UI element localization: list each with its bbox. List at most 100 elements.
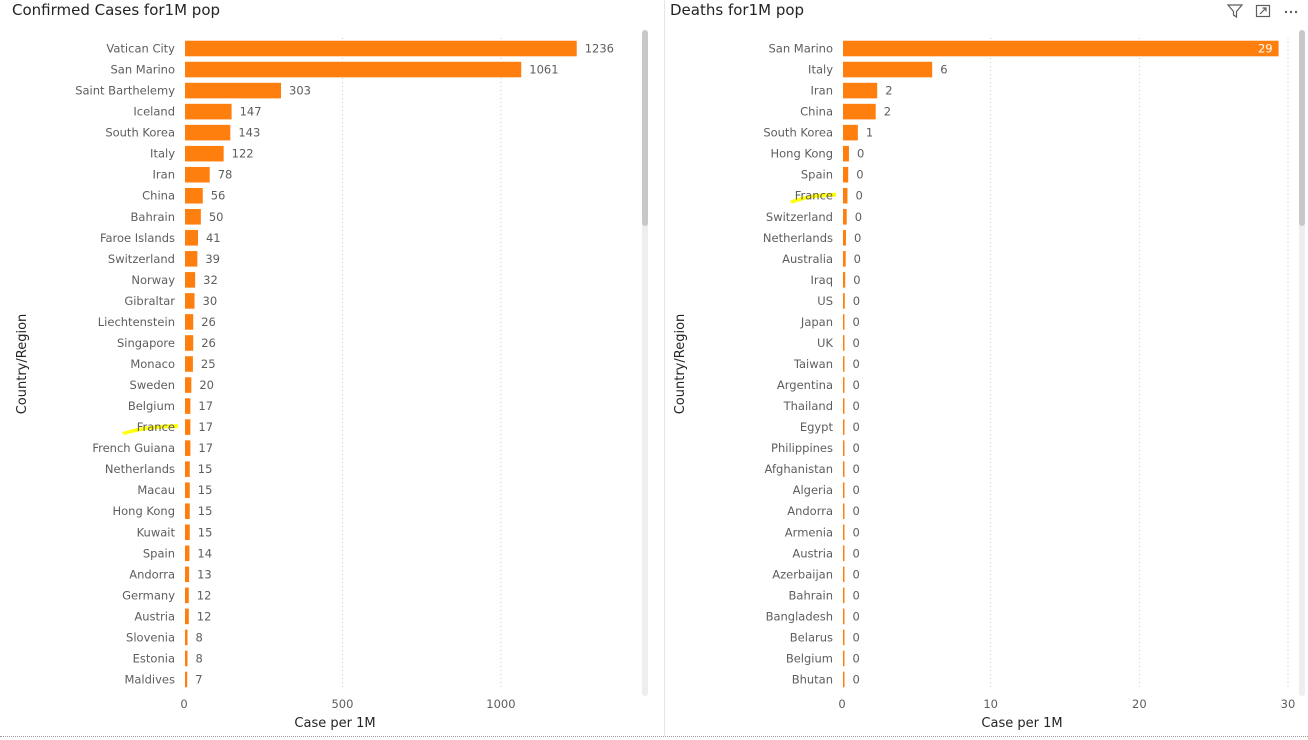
bar[interactable] [843,419,845,435]
data-label: 0 [854,252,861,266]
bar[interactable] [185,208,201,225]
bar[interactable] [843,671,845,688]
bar[interactable] [185,377,192,393]
bar[interactable] [185,566,190,583]
category-label: Switzerland [108,252,175,266]
bar[interactable] [185,124,231,141]
bar[interactable] [185,166,210,183]
bar[interactable] [843,545,845,562]
bar[interactable] [185,145,224,162]
category-label: Taiwan [793,357,833,371]
bar[interactable] [843,566,845,583]
more-options-icon[interactable] [1282,2,1300,20]
category-label: Slovenia [126,630,175,644]
bar[interactable] [843,461,845,477]
bar[interactable] [185,82,282,99]
scrollbar-thumb[interactable] [642,30,648,226]
bar[interactable] [843,482,845,498]
bar[interactable] [843,356,845,372]
bar[interactable] [843,208,847,225]
bar[interactable] [185,440,191,456]
category-label: Algeria [793,483,833,497]
category-label: Gibraltar [124,294,175,308]
bar[interactable] [843,314,845,330]
bar[interactable] [185,461,190,477]
bar[interactable] [185,103,232,120]
bar[interactable] [843,124,858,141]
bar[interactable] [185,272,196,288]
data-label: 2 [885,84,892,98]
bar[interactable] [843,82,878,99]
data-label: 0 [853,672,860,686]
bar[interactable] [843,524,845,541]
scrollbar-thumb[interactable] [1299,30,1305,226]
data-label: 0 [853,609,860,623]
bar[interactable] [185,419,191,435]
category-label: Azerbaijan [772,567,833,581]
category-label: Norway [131,273,175,287]
category-label: Andorra [129,567,175,581]
bar[interactable] [843,587,845,604]
bar[interactable] [843,398,845,414]
category-label: China [800,105,833,119]
x-tick-label: 0 [838,697,845,711]
bar[interactable] [185,398,191,414]
bar[interactable] [843,166,849,183]
category-label: Austria [134,609,175,623]
bar[interactable] [185,187,203,204]
bar[interactable] [843,335,845,351]
bar[interactable] [185,335,194,351]
bar[interactable] [843,61,933,78]
data-label: 0 [853,420,860,434]
bar[interactable] [843,503,845,520]
bar[interactable] [185,293,195,309]
bar[interactable] [185,587,189,604]
y-axis-title: Country/Region [673,314,688,415]
bar[interactable] [843,293,845,309]
bar[interactable] [843,272,846,288]
deaths-visual[interactable]: Deaths for1M pop San Marino 29 Italy 6 Iran 2… [666,0,1308,736]
bar[interactable] [843,230,846,246]
focus-mode-icon[interactable] [1254,2,1272,20]
bar[interactable] [843,440,845,456]
bar[interactable] [843,650,845,667]
category-label: Estonia [133,651,175,665]
bar[interactable] [843,103,876,120]
bar[interactable] [843,377,845,393]
bar[interactable] [843,608,845,625]
bar[interactable] [843,145,849,162]
bar[interactable] [843,187,848,204]
data-label: 0 [857,147,864,161]
bar[interactable] [185,650,188,667]
category-label: Maldives [124,672,175,686]
bar[interactable] [185,61,522,78]
bar[interactable] [185,671,188,688]
bar[interactable] [843,40,1279,57]
bar[interactable] [843,251,846,267]
data-label: 32 [203,273,218,287]
category-label: Iran [811,84,833,98]
category-label: Netherlands [763,231,833,245]
confirmed-cases-visual[interactable]: Confirmed Cases for1M pop Vatican City 12… [0,0,664,736]
bar[interactable] [843,629,845,646]
category-label: San Marino [768,42,833,56]
bar[interactable] [185,629,188,646]
bar[interactable] [185,503,190,520]
bar[interactable] [185,356,193,372]
bar[interactable] [185,524,190,541]
filter-icon[interactable] [1226,2,1244,20]
data-label: 26 [201,336,216,350]
data-label: 122 [232,147,254,161]
bar[interactable] [185,545,190,562]
bar[interactable] [185,314,194,330]
category-label: Spain [801,168,833,182]
bar[interactable] [185,251,198,267]
bar[interactable] [185,608,189,625]
category-label: Hong Kong [112,504,175,518]
bar[interactable] [185,230,198,246]
category-label: Bangladesh [766,609,833,623]
bar[interactable] [185,40,577,57]
highlight-marker [790,192,836,204]
data-label: 0 [853,441,860,455]
bar[interactable] [185,482,190,498]
